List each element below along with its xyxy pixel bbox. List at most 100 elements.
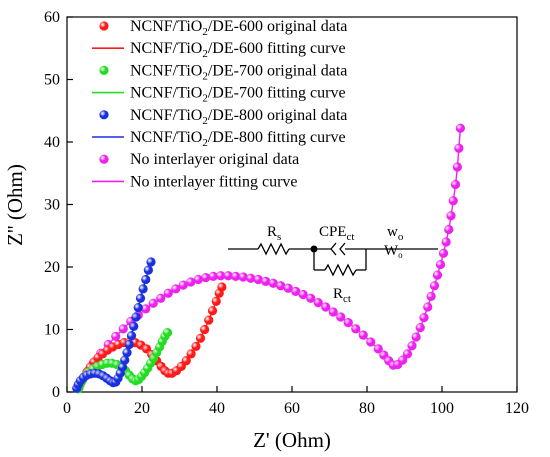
rs-resistor-symbol — [257, 242, 290, 256]
data-point — [373, 344, 383, 354]
y-axis-title: Z'' (Ohm) — [3, 164, 27, 246]
data-point — [343, 318, 353, 328]
warburg-element-symbol: Wo — [384, 243, 403, 260]
data-point — [129, 321, 139, 331]
data-point — [156, 293, 166, 303]
data-point — [435, 259, 446, 270]
data-point — [146, 257, 156, 267]
data-point — [351, 324, 361, 334]
data-point — [429, 281, 440, 291]
data-point — [191, 341, 201, 351]
data-point — [211, 296, 221, 306]
data-point — [246, 273, 256, 283]
rs-label: Rs — [267, 224, 281, 243]
data-point — [178, 280, 188, 290]
data-point — [238, 272, 248, 282]
data-point — [148, 298, 158, 308]
data-point — [366, 337, 376, 347]
data-point — [298, 289, 308, 300]
data-point — [111, 331, 121, 341]
data-point — [444, 224, 454, 235]
legend-label: NCNF/TiO2/DE-800 original data — [130, 107, 347, 127]
y-tick-label: 30 — [44, 197, 60, 214]
x-tick-label: 100 — [430, 400, 454, 417]
data-point — [201, 273, 211, 283]
legend-marker — [99, 154, 109, 164]
data-point — [441, 237, 451, 247]
data-point — [336, 312, 346, 322]
x-tick-label: 80 — [359, 400, 375, 417]
data-point — [423, 302, 433, 312]
data-point — [419, 313, 429, 323]
data-point — [291, 286, 301, 296]
data-point — [306, 293, 316, 303]
data-point — [186, 349, 196, 359]
x-tick-label: 60 — [284, 400, 300, 417]
data-point — [452, 162, 462, 172]
data-point — [328, 307, 338, 317]
data-point — [216, 271, 226, 281]
equivalent-circuit-inset: Rs CPEct wo Wo Rct — [228, 224, 438, 305]
y-tick-label: 40 — [44, 134, 60, 151]
wo-label: wo — [387, 224, 404, 243]
data-point — [133, 303, 143, 313]
data-point — [313, 298, 323, 308]
x-tick-label: 20 — [134, 400, 150, 417]
data-point — [432, 270, 443, 280]
rct-label: Rct — [333, 286, 351, 305]
data-point — [200, 324, 210, 335]
data-point — [122, 348, 132, 358]
legend: NCNF/TiO2/DE-600 original dataNCNF/TiO2/… — [92, 18, 347, 190]
data-point — [268, 278, 278, 288]
legend-label: NCNF/TiO2/DE-700 fitting curve — [130, 85, 346, 105]
legend-label: NCNF/TiO2/DE-600 fitting curve — [130, 40, 346, 60]
data-point — [454, 143, 464, 153]
data-point — [141, 274, 151, 285]
data-point — [446, 211, 456, 221]
data-point — [450, 179, 461, 190]
data-point — [217, 282, 227, 292]
data-point — [261, 276, 271, 286]
data-point — [402, 349, 413, 359]
data-point — [141, 304, 151, 314]
data-point — [415, 323, 425, 333]
x-tick-label: 0 — [63, 400, 71, 417]
data-point — [118, 324, 128, 334]
data-point — [126, 331, 137, 341]
data-point — [181, 356, 191, 366]
data-point — [186, 277, 196, 287]
legend-label: NCNF/TiO2/DE-800 fitting curve — [130, 129, 346, 149]
cpe-element-symbol-right — [339, 242, 346, 256]
data-point — [143, 265, 153, 275]
cpe-label: CPEct — [319, 224, 354, 243]
data-point — [162, 328, 173, 338]
data-point — [163, 288, 173, 298]
data-point — [276, 281, 286, 291]
legend-marker — [99, 110, 109, 120]
data-point — [204, 315, 214, 325]
data-point — [120, 355, 130, 365]
data-point — [398, 355, 408, 365]
data-point — [407, 341, 417, 351]
cpe-element-symbol-left — [330, 242, 337, 256]
data-point — [208, 271, 218, 281]
y-tick-label: 0 — [52, 384, 60, 401]
data-point — [426, 291, 436, 301]
data-point — [131, 312, 141, 322]
axis-ticks: 0 20 40 60 80 100 120 0 10 20 30 40 50 60 — [44, 9, 529, 417]
data-point — [195, 333, 206, 343]
data-point — [448, 196, 458, 206]
data-point — [171, 284, 181, 294]
rct-resistor-symbol — [324, 263, 357, 277]
data-point — [321, 302, 331, 312]
data-point — [358, 330, 368, 340]
data-point — [223, 271, 233, 281]
legend-marker — [99, 65, 109, 75]
y-tick-label: 10 — [44, 322, 60, 339]
legend-marker — [99, 21, 109, 31]
data-point — [138, 284, 148, 294]
x-axis-title: Z' (Ohm) — [253, 428, 331, 452]
data-point — [193, 274, 203, 285]
data-point — [438, 248, 449, 258]
